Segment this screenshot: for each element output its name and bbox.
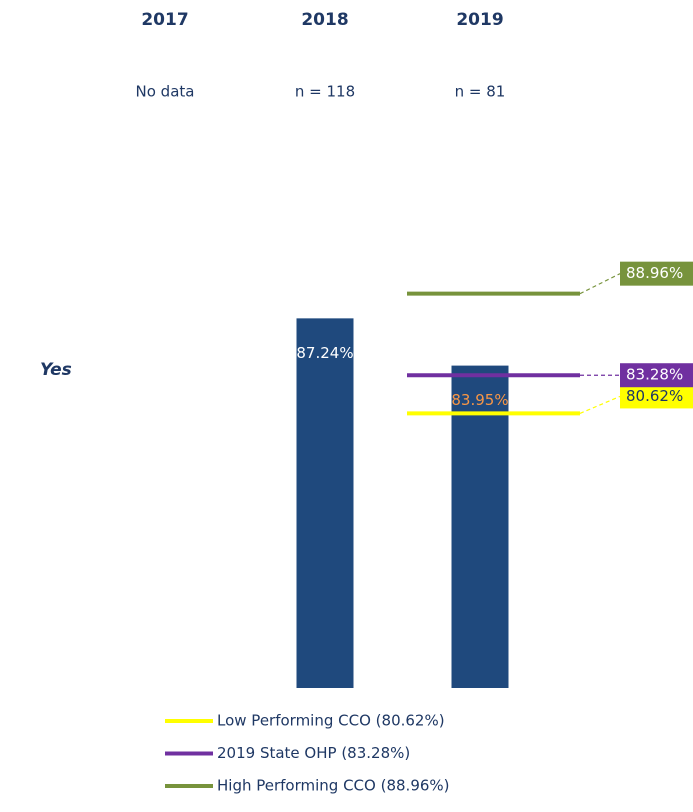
reference-label: 88.96% [626,264,683,282]
bar [296,318,354,688]
year-label: 2017 [141,10,188,30]
data-label: 87.24% [296,344,353,362]
sample-size: n = 118 [295,83,355,101]
legend-label: Low Performing CCO (80.62%) [217,712,445,730]
reference-label: 83.28% [626,366,683,384]
reference-label-box [620,261,693,286]
leader-line [579,273,621,295]
legend-label: High Performing CCO (88.96%) [217,777,450,795]
reference-label-box [620,363,693,388]
row-label: Yes [40,360,72,380]
sample-size: No data [136,83,195,101]
data-label: 83.95% [451,391,508,409]
legend-label: 2019 State OHP (83.28%) [217,744,410,762]
sample-size: n = 81 [455,83,506,101]
leader-line [579,395,621,414]
reference-label-box [620,384,693,409]
year-label: 2019 [456,10,503,30]
year-label: 2018 [301,10,348,30]
reference-label: 80.62% [626,387,683,405]
bar [451,365,509,688]
